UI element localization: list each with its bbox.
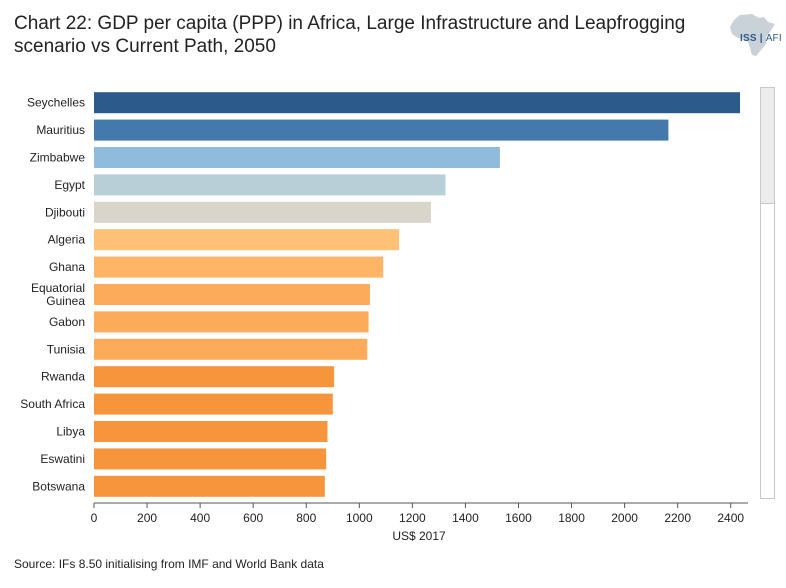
x-tick-label-9: 1800 (558, 511, 585, 525)
category-label-5: Algeria (48, 233, 86, 247)
category-label-7: Equatorial Guinea (31, 281, 85, 308)
bar-13[interactable] (94, 448, 327, 470)
x-tick-label-0: 0 (91, 511, 98, 525)
x-tick-label-5: 1000 (346, 511, 373, 525)
bars-group (94, 92, 741, 497)
x-tick-label-3: 600 (243, 511, 263, 525)
category-label-1: Mauritius (36, 123, 85, 137)
category-label-6: Ghana (49, 260, 85, 274)
bar-14[interactable] (94, 475, 325, 497)
x-tick-label-11: 2200 (664, 511, 691, 525)
category-label-0: Seychelles (27, 96, 85, 110)
category-labels-group: Seychelles Mauritius Zimbabwe Egypt Djibouti… (20, 96, 85, 494)
bar-4[interactable] (94, 201, 431, 223)
scrollbar-thumb[interactable] (761, 88, 774, 204)
logo-sub: AFI (765, 33, 782, 44)
x-tick-label-4: 800 (296, 511, 316, 525)
logo-text: ISS | AFI (740, 33, 782, 44)
bar-0[interactable] (94, 92, 741, 114)
x-tick-label-7: 1400 (452, 511, 479, 525)
x-tick-label-2: 400 (190, 511, 210, 525)
x-tick-label-6: 1200 (399, 511, 426, 525)
x-tick-label-10: 2000 (611, 511, 638, 525)
bar-7[interactable] (94, 284, 370, 305)
bar-11[interactable] (94, 393, 333, 415)
category-label-9: Tunisia (47, 342, 86, 356)
bar-8[interactable] (94, 311, 369, 333)
x-tick-label-12: 2400 (717, 511, 744, 525)
bar-1[interactable] (94, 119, 669, 141)
bar-3[interactable] (94, 174, 446, 196)
bar-5[interactable] (94, 229, 400, 251)
category-label-2: Zimbabwe (30, 151, 86, 165)
bar-12[interactable] (94, 421, 328, 442)
category-label-8: Gabon (49, 315, 85, 329)
x-axis-title: US$ 2017 (392, 529, 446, 543)
category-label-4: Djibouti (45, 205, 85, 219)
category-label-11: South Africa (20, 397, 85, 411)
x-tick-label-8: 1600 (505, 511, 532, 525)
category-label-10: Rwanda (41, 370, 85, 384)
bar-10[interactable] (94, 366, 335, 388)
scrollbar-track[interactable] (760, 87, 775, 499)
africa-map-icon (730, 14, 775, 56)
bar-2[interactable] (94, 147, 500, 168)
x-tick-label-1: 200 (137, 511, 157, 525)
category-label-13: Eswatini (40, 452, 85, 466)
x-ticks-group: 0 200 400 600 800 1000 1200 1400 1600 1800 2000 220… (91, 503, 744, 525)
chart-title: Chart 22: GDP per capita (PPP) in Africa… (14, 13, 686, 57)
source-note: Source: IFs 8.50 initialising from IMF a… (14, 557, 324, 571)
category-label-3: Egypt (54, 178, 85, 192)
bar-6[interactable] (94, 256, 384, 278)
bar-9[interactable] (94, 338, 368, 360)
logo-main: ISS (740, 33, 757, 44)
category-label-12: Libya (56, 425, 85, 439)
category-label-14: Botswana (32, 479, 85, 493)
